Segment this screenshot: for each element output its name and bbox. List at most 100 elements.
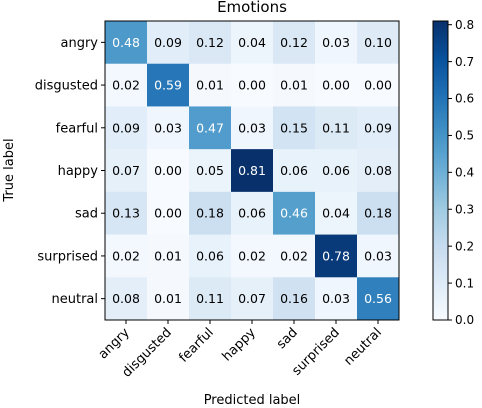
- cell-value-label: 0.04: [238, 35, 266, 50]
- heatmap-cell: [357, 149, 400, 193]
- heatmap-cell: [357, 234, 400, 278]
- cell-value-label: 0.13: [112, 206, 140, 221]
- y-tick-label: neutral: [52, 292, 99, 307]
- heatmap-cell: [189, 21, 232, 65]
- cell-value-label: 0.56: [364, 291, 392, 306]
- colorbar: [432, 20, 449, 321]
- cell-value-label: 0.06: [280, 163, 308, 178]
- heatmap-cell: [147, 21, 190, 65]
- heatmap-cell: [315, 277, 358, 321]
- cell-value-label: 0.01: [154, 248, 182, 263]
- heatmap-cell: [147, 277, 190, 321]
- cell-value-label: 0.10: [364, 35, 392, 50]
- cell-value-label: 0.11: [322, 120, 350, 135]
- heatmap-cell: [273, 191, 316, 235]
- colorbar-tick-label: 0.8: [455, 18, 474, 32]
- heatmap-cell: [315, 234, 358, 278]
- x-tick-label: fearful: [176, 325, 217, 366]
- heatmap-cell: [357, 106, 400, 150]
- cell-value-label: 0.01: [196, 78, 224, 93]
- heatmap-cell: [105, 234, 148, 278]
- cell-value-label: 0.03: [154, 120, 182, 135]
- heatmap-cell: [315, 149, 358, 193]
- heatmap-cell: [189, 234, 232, 278]
- heatmap-cell: [231, 149, 274, 193]
- heatmap-cell: [273, 149, 316, 193]
- cell-value-label: 0.59: [154, 78, 182, 93]
- heatmap-cell: [357, 63, 400, 107]
- y-tick-label: disgusted: [35, 79, 98, 94]
- colorbar-tick-label: 0.0: [455, 313, 474, 327]
- x-tick-label: angry: [96, 325, 133, 362]
- heatmap-cell: [273, 21, 316, 65]
- cell-value-label: 0.02: [280, 248, 308, 263]
- cell-value-label: 0.08: [112, 291, 140, 306]
- cell-value-label: 0.11: [196, 291, 224, 306]
- y-axis-ticks: angry disgusted fearful happy sad surprised ne…: [35, 36, 105, 307]
- y-tick-label: fearful: [56, 121, 98, 136]
- heatmap-cell: [231, 21, 274, 65]
- cell-value-label: 0.47: [196, 120, 224, 135]
- cell-value-label: 0.00: [154, 163, 182, 178]
- heatmap-cell: [273, 234, 316, 278]
- colorbar-tick-label: 0.7: [455, 55, 474, 69]
- heatmap-cell: [189, 191, 232, 235]
- heatmap-cell: [105, 21, 148, 65]
- x-tick-label: sad: [274, 325, 301, 352]
- heatmap-cell: [189, 63, 232, 107]
- cell-value-label: 0.09: [364, 120, 392, 135]
- heatmap-cell: [273, 106, 316, 150]
- cell-value-label: 0.06: [196, 248, 224, 263]
- cell-value-label: 0.12: [196, 35, 224, 50]
- cell-value-label: 0.18: [364, 206, 392, 221]
- heatmap-cell: [105, 63, 148, 107]
- cell-value-label: 0.12: [280, 35, 308, 50]
- heatmap-cell: [105, 191, 148, 235]
- cell-value-label: 0.05: [196, 163, 224, 178]
- cell-value-label: 0.02: [112, 248, 140, 263]
- x-axis-label: Predicted label: [204, 393, 301, 408]
- heatmap-cell: [105, 277, 148, 321]
- plot-frame: [104, 20, 400, 321]
- chart-title: Emotions: [217, 0, 287, 16]
- cell-value-label: 0.03: [322, 291, 350, 306]
- heatmap-cell: [147, 234, 190, 278]
- heatmap-cell: [147, 191, 190, 235]
- colorbar-tick-label: 0.2: [455, 239, 474, 253]
- heatmap-cell: [231, 234, 274, 278]
- cell-value-label: 0.07: [112, 163, 140, 178]
- y-tick-label: angry: [61, 36, 99, 51]
- heatmap-cell: [273, 277, 316, 321]
- colorbar-ticks: 0.0 0.1 0.2 0.3 0.4 0.5 0.6 0.7 0.8: [448, 18, 474, 327]
- cell-value-label: 0.48: [112, 35, 140, 50]
- heatmap-cell: [357, 191, 400, 235]
- heatmap-cell: [315, 106, 358, 150]
- cell-value-label: 0.09: [154, 35, 182, 50]
- cell-value-label: 0.81: [238, 163, 266, 178]
- cell-value-label: 0.03: [238, 120, 266, 135]
- cell-value-label: 0.02: [238, 248, 266, 263]
- colorbar-tick-label: 0.3: [455, 202, 474, 216]
- cell-value-label: 0.01: [280, 78, 308, 93]
- heatmap-cell: [105, 106, 148, 150]
- heatmap-cells: [105, 21, 400, 321]
- heatmap-cell: [231, 277, 274, 321]
- cell-value-label: 0.18: [196, 206, 224, 221]
- cell-value-label: 0.15: [280, 120, 308, 135]
- cell-value-label: 0.06: [238, 206, 266, 221]
- heatmap-cell: [315, 191, 358, 235]
- y-tick-label: sad: [75, 207, 98, 222]
- x-tick-label: happy: [220, 325, 259, 364]
- cell-value-label: 0.02: [112, 78, 140, 93]
- y-axis-label: True label: [2, 138, 17, 202]
- cell-value-label: 0.08: [364, 163, 392, 178]
- heatmap-cell: [357, 21, 400, 65]
- heatmap-cell: [189, 106, 232, 150]
- heatmap-cell: [315, 63, 358, 107]
- cell-value-label: 0.09: [112, 120, 140, 135]
- heatmap-cell-labels: 0.48 0.09 0.12 0.04 0.12 0.03 0.10 0.02 0.59 0.01…: [112, 35, 392, 306]
- cell-value-label: 0.46: [280, 206, 308, 221]
- cell-value-label: 0.03: [364, 248, 392, 263]
- heatmap-cell: [231, 106, 274, 150]
- y-tick-label: happy: [58, 164, 99, 179]
